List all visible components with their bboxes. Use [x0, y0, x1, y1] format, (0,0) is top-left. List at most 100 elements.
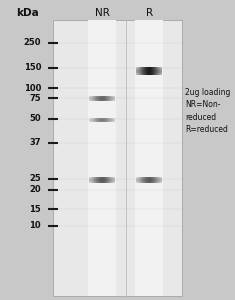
Bar [148, 67, 149, 75]
Bar [97, 96, 98, 101]
Bar [148, 177, 149, 183]
Bar [158, 177, 159, 183]
Bar [161, 177, 162, 183]
Bar [114, 177, 115, 183]
Bar [99, 118, 100, 122]
Bar [143, 177, 144, 183]
Text: 37: 37 [30, 138, 41, 147]
Bar [147, 67, 148, 75]
Bar [106, 177, 107, 183]
Bar [95, 177, 96, 183]
Bar [112, 177, 113, 183]
Bar [96, 177, 97, 183]
Bar [101, 177, 102, 183]
Bar [95, 96, 96, 101]
Bar [105, 118, 106, 122]
Bar [104, 96, 105, 101]
Bar [102, 96, 103, 101]
Bar [92, 177, 93, 183]
Bar [104, 177, 105, 183]
Bar [160, 67, 161, 75]
Bar [113, 96, 114, 101]
Bar [103, 118, 104, 122]
Bar [98, 118, 99, 122]
Bar [109, 177, 110, 183]
Bar [89, 96, 90, 101]
Bar [161, 67, 162, 75]
Bar [136, 70, 162, 71]
Bar [145, 67, 146, 75]
Bar [102, 118, 103, 122]
Bar [154, 67, 155, 75]
Bar [93, 177, 94, 183]
Bar [91, 96, 92, 101]
Bar [146, 177, 147, 183]
Bar [142, 177, 143, 183]
Bar [141, 67, 142, 75]
Bar [108, 118, 109, 122]
Bar [101, 96, 102, 101]
Bar [149, 177, 150, 183]
Bar [90, 118, 91, 122]
Bar [152, 177, 153, 183]
Bar [154, 177, 155, 183]
Text: 50: 50 [30, 114, 41, 123]
Bar [147, 177, 148, 183]
Bar [96, 96, 97, 101]
Bar [136, 72, 162, 73]
Bar [152, 67, 153, 75]
Text: 150: 150 [24, 63, 41, 72]
Bar [111, 177, 112, 183]
Bar [94, 177, 95, 183]
Bar [145, 177, 146, 183]
Bar [153, 67, 154, 75]
Bar [135, 20, 163, 296]
Bar [109, 118, 110, 122]
Bar [106, 96, 107, 101]
Bar [90, 177, 91, 183]
Bar [136, 67, 162, 68]
Bar [146, 67, 147, 75]
Bar [97, 177, 98, 183]
Bar [90, 96, 91, 101]
Text: 2ug loading
NR=Non-
reduced
R=reduced: 2ug loading NR=Non- reduced R=reduced [185, 88, 231, 134]
Text: 100: 100 [24, 84, 41, 93]
Bar [92, 96, 93, 101]
Bar [98, 96, 99, 101]
Bar [89, 177, 90, 183]
Bar [151, 67, 152, 75]
Bar [137, 177, 138, 183]
Bar [109, 96, 110, 101]
Bar [144, 67, 145, 75]
Bar [92, 118, 93, 122]
Bar [91, 118, 92, 122]
Bar [103, 177, 104, 183]
Bar [141, 177, 142, 183]
Bar [136, 74, 162, 75]
Bar [107, 177, 108, 183]
Bar [105, 177, 106, 183]
Bar [139, 177, 140, 183]
Bar [103, 96, 104, 101]
Text: 15: 15 [29, 205, 41, 214]
Bar [53, 20, 182, 296]
Bar [93, 118, 94, 122]
Bar [153, 177, 154, 183]
Bar [94, 118, 95, 122]
Bar [138, 67, 139, 75]
Bar [136, 69, 162, 70]
Text: 250: 250 [24, 38, 41, 47]
Bar [101, 118, 102, 122]
Bar [113, 177, 114, 183]
Bar [97, 118, 98, 122]
Bar [142, 67, 143, 75]
Bar [114, 96, 115, 101]
Bar [99, 177, 100, 183]
Bar [136, 71, 162, 72]
Bar [156, 67, 157, 75]
Bar [136, 67, 137, 75]
Bar [94, 96, 95, 101]
Bar [91, 177, 92, 183]
Bar [159, 177, 160, 183]
Bar [151, 177, 152, 183]
